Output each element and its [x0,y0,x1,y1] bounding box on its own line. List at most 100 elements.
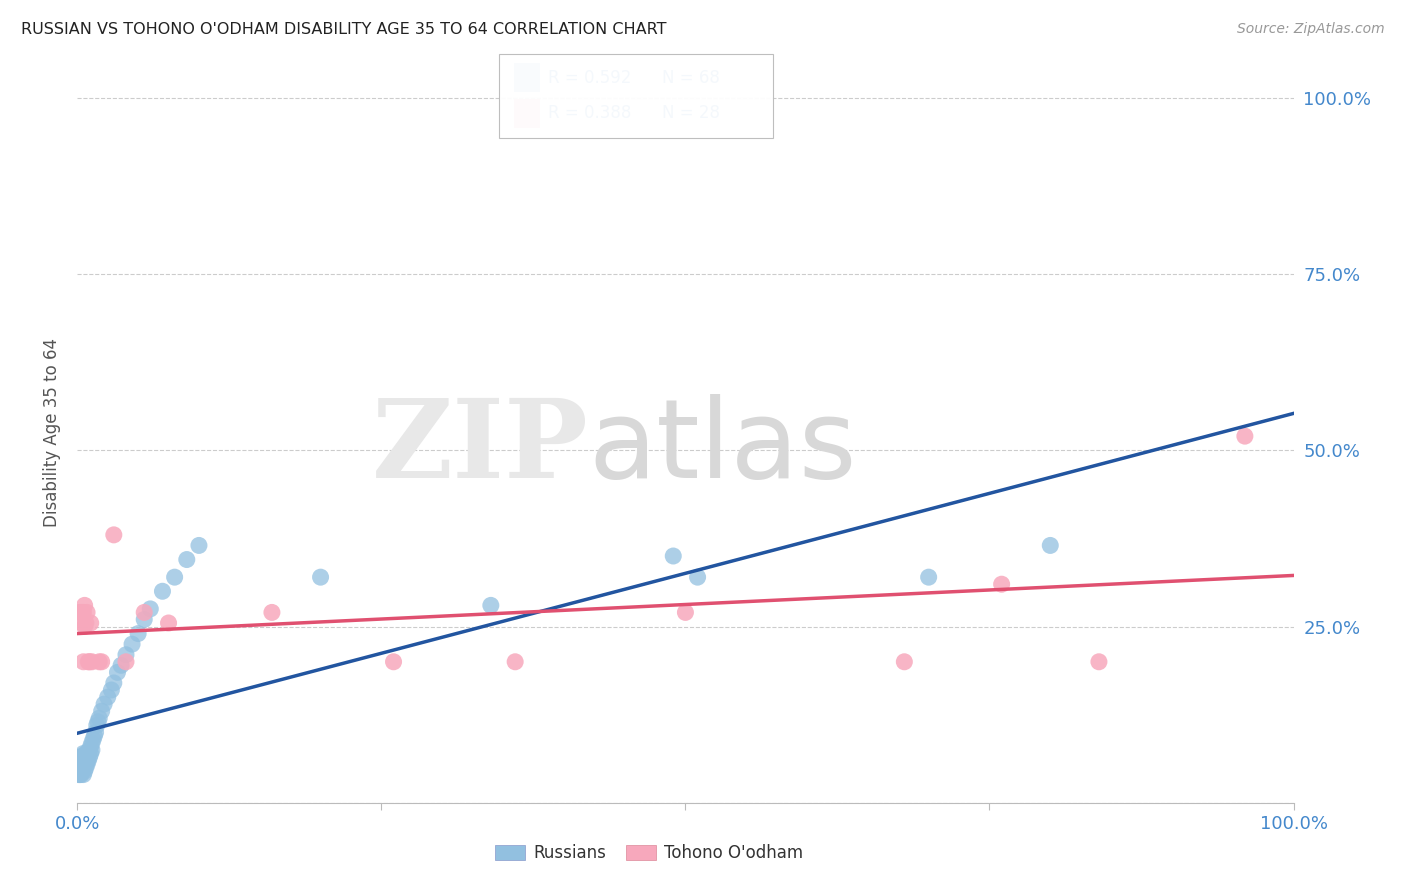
Point [70,754,93,768]
Point [72,767,94,781]
Point [83,729,105,743]
Point [107,665,129,680]
Point [990,577,1012,591]
Text: atlas: atlas [588,394,856,501]
Point [87,714,110,729]
Point [70,750,93,764]
Point [73,599,96,613]
Point [80,655,103,669]
Point [503,655,526,669]
Point [1039,538,1062,552]
Point [134,606,156,620]
Point [134,612,156,626]
Y-axis label: Disability Age 35 to 64: Disability Age 35 to 64 [42,338,60,527]
Point [70,760,93,774]
Point [100,683,122,698]
Point [72,760,94,774]
Point [67,754,90,768]
Point [127,626,149,640]
Point [77,754,100,768]
Point [89,655,111,669]
Point [893,655,915,669]
Point [152,584,174,599]
Point [90,655,112,669]
Point [70,767,93,781]
Point [76,754,98,768]
Point [73,619,96,633]
Point [72,754,94,768]
Point [70,754,93,768]
Point [260,606,283,620]
Point [86,718,108,732]
Point [80,747,103,761]
Point [115,648,138,662]
Point [70,757,93,772]
Point [75,760,97,774]
Point [67,760,90,774]
Point [110,658,132,673]
Point [675,606,697,620]
Point [309,570,332,584]
Point [103,528,125,542]
Point [139,602,162,616]
Point [75,747,97,761]
Point [1088,655,1111,669]
Point [69,606,91,620]
Point [479,599,502,613]
Point [69,750,91,764]
Bar [515,99,540,128]
Point [97,690,120,704]
Point [70,764,93,778]
Point [115,655,138,669]
Text: R = 0.388: R = 0.388 [548,104,631,122]
Point [77,747,100,761]
Point [70,615,93,630]
Point [70,606,93,620]
Point [76,757,98,772]
Point [157,615,180,630]
Point [69,760,91,774]
Point [76,747,98,761]
Point [72,757,94,772]
Point [73,750,96,764]
Point [82,732,104,747]
Point [75,754,97,768]
Point [72,606,94,620]
Point [75,615,97,630]
Text: ZIP: ZIP [371,394,588,501]
Point [77,655,100,669]
Point [69,767,91,781]
Point [121,637,143,651]
Point [73,764,96,778]
Point [70,764,93,778]
Point [72,655,94,669]
Point [1233,429,1256,443]
Point [69,757,91,772]
Point [79,655,101,669]
Point [70,757,93,772]
Legend: Russians, Tohono O'odham: Russians, Tohono O'odham [488,838,810,869]
Point [163,570,186,584]
Point [188,538,211,552]
Point [70,760,93,774]
Point [662,549,685,563]
Point [67,767,90,781]
Point [72,747,94,761]
Point [93,697,115,711]
Point [176,552,198,566]
Point [80,736,103,750]
Point [382,655,405,669]
Point [686,570,709,584]
Point [69,754,91,768]
Point [84,725,107,739]
Point [70,606,93,620]
Point [73,757,96,772]
Text: N = 28: N = 28 [662,104,720,122]
Point [80,615,103,630]
Point [76,606,98,620]
Point [79,743,101,757]
Point [918,570,941,584]
Text: N = 68: N = 68 [662,69,720,87]
Text: RUSSIAN VS TOHONO O'ODHAM DISABILITY AGE 35 TO 64 CORRELATION CHART: RUSSIAN VS TOHONO O'ODHAM DISABILITY AGE… [21,22,666,37]
Point [89,711,111,725]
